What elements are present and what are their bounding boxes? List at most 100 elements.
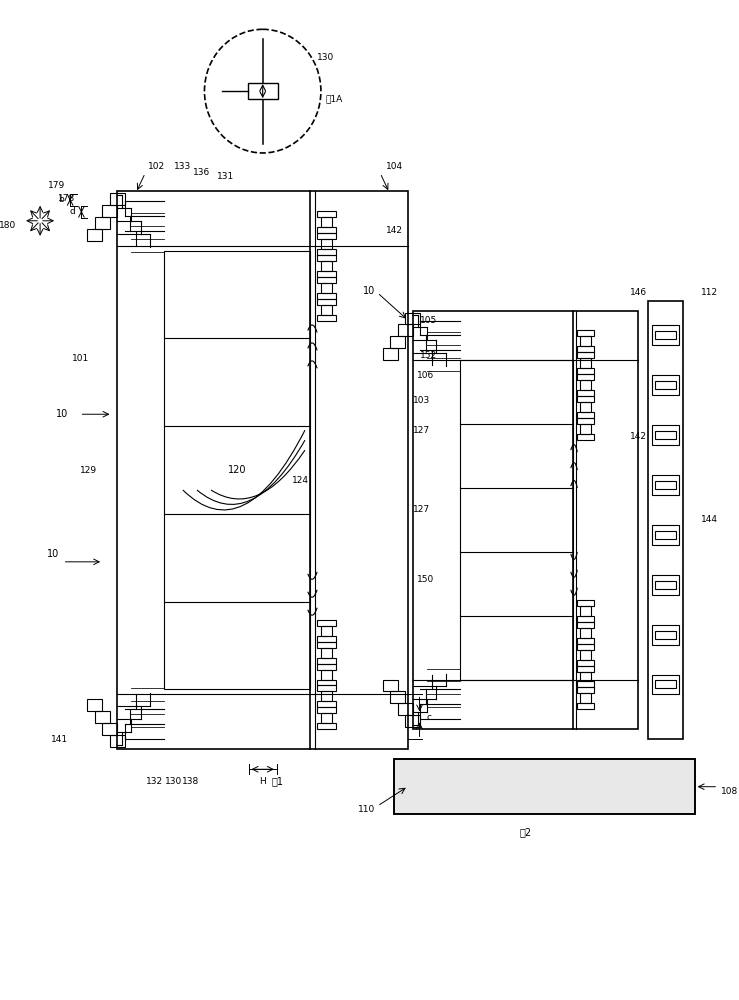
Bar (406, 715, 420, 727)
Bar (653, 675, 678, 694)
Text: 142: 142 (386, 226, 403, 235)
Bar (317, 658, 336, 664)
Bar (383, 348, 398, 360)
Bar (577, 600, 594, 606)
Bar (102, 723, 117, 735)
Bar (321, 217, 333, 227)
Text: c: c (426, 713, 432, 722)
Bar (109, 735, 125, 747)
Text: 105: 105 (420, 316, 437, 325)
Text: 图1: 图1 (271, 776, 283, 786)
Bar (95, 711, 109, 723)
Bar (577, 368, 594, 374)
Bar (653, 425, 678, 445)
Bar (577, 687, 594, 693)
Bar (655, 631, 676, 639)
Bar (321, 305, 333, 315)
Bar (321, 261, 333, 271)
Bar (317, 685, 336, 691)
Bar (653, 475, 678, 495)
Bar (577, 330, 594, 336)
Bar (394, 759, 695, 814)
Bar (577, 396, 594, 402)
Bar (317, 315, 336, 320)
Bar (390, 336, 406, 348)
Bar (317, 249, 336, 255)
Bar (577, 412, 594, 418)
Bar (317, 701, 336, 707)
Text: 120: 120 (228, 465, 246, 475)
Bar (317, 680, 336, 685)
Text: d: d (69, 207, 75, 216)
Bar (580, 380, 591, 390)
Bar (580, 402, 591, 412)
Text: 图2: 图2 (520, 827, 532, 837)
Text: 144: 144 (701, 515, 718, 524)
Text: 10: 10 (56, 409, 68, 419)
Bar (655, 531, 676, 539)
Bar (390, 691, 406, 703)
Text: 图1A: 图1A (326, 95, 343, 104)
Bar (577, 418, 594, 424)
Bar (653, 575, 678, 595)
Bar (87, 699, 102, 711)
Bar (655, 481, 676, 489)
Text: 130: 130 (165, 777, 182, 786)
Bar (577, 622, 594, 628)
Bar (321, 713, 333, 723)
Bar (653, 375, 678, 395)
Bar (577, 434, 594, 440)
Bar (460, 360, 573, 680)
Bar (317, 636, 336, 642)
Bar (577, 374, 594, 380)
Bar (577, 660, 594, 666)
Bar (577, 352, 594, 358)
Bar (317, 723, 336, 729)
Bar (248, 83, 278, 99)
Text: 138: 138 (182, 777, 199, 786)
Bar (317, 293, 336, 299)
Bar (655, 581, 676, 589)
Bar (577, 616, 594, 622)
Bar (317, 211, 336, 217)
Circle shape (205, 29, 321, 153)
Text: 124: 124 (292, 476, 309, 485)
Bar (580, 693, 591, 703)
Text: H: H (259, 777, 266, 786)
Text: 127: 127 (413, 426, 430, 435)
Bar (317, 642, 336, 648)
Bar (321, 626, 333, 636)
Bar (580, 606, 591, 616)
Bar (95, 217, 109, 229)
Bar (317, 620, 336, 626)
Bar (406, 313, 420, 324)
Bar (321, 239, 333, 249)
Bar (321, 691, 333, 701)
Bar (109, 193, 125, 205)
Bar (580, 336, 591, 346)
Text: 102: 102 (148, 162, 165, 171)
Bar (117, 191, 408, 749)
Bar (317, 664, 336, 670)
Text: 130: 130 (317, 53, 334, 62)
Bar (577, 644, 594, 650)
Bar (580, 358, 591, 368)
Bar (317, 255, 336, 261)
Bar (577, 638, 594, 644)
Bar (317, 227, 336, 233)
Bar (398, 703, 413, 715)
Bar (164, 251, 310, 689)
Text: 129: 129 (81, 466, 98, 475)
Bar (398, 324, 413, 336)
Text: 146: 146 (630, 288, 647, 297)
Bar (653, 625, 678, 645)
Text: 178: 178 (58, 194, 75, 203)
Bar (317, 299, 336, 305)
Bar (648, 301, 684, 739)
Text: 10: 10 (363, 286, 375, 296)
Text: 150: 150 (417, 575, 434, 584)
Bar (580, 672, 591, 681)
Bar (653, 525, 678, 545)
Text: 104: 104 (386, 162, 403, 171)
Bar (655, 431, 676, 439)
